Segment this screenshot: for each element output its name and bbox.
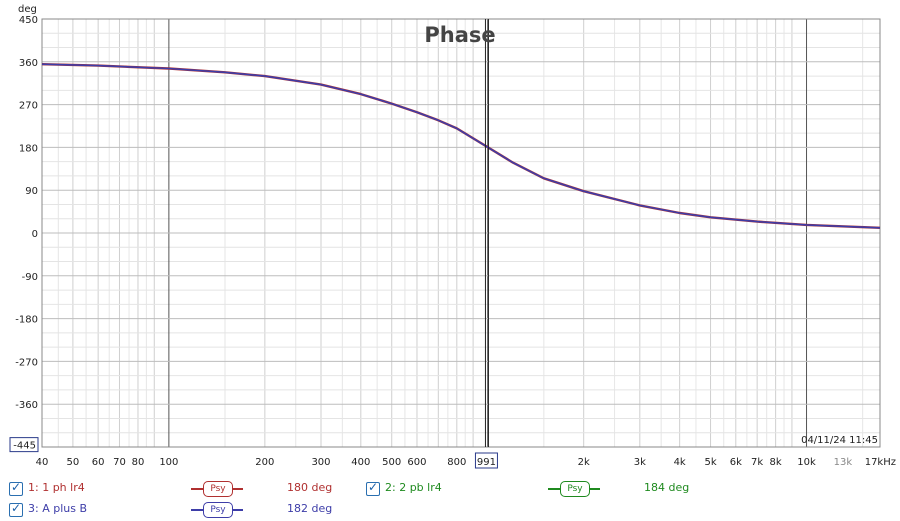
y-tick-label: -270 [15,357,38,368]
y-tick-label: -445 [13,441,36,452]
y-tick-label: 270 [19,101,38,112]
series-3-smoothing-button[interactable]: Psy [203,502,233,518]
series-2-checkbox[interactable] [366,480,380,496]
x-tick-label: 13k [834,457,853,468]
chart-title: Phase [424,23,495,47]
x-tick-label: 100 [159,457,178,468]
series-1-value: 180 deg [287,481,333,494]
major-grid [42,18,880,448]
series-line-1 [41,63,881,229]
x-tick-label: 40 [36,457,49,468]
x-tick-labels: 40 50 60 70 80 100 200 300 400 500 600 800 2k 3k 4k 5k 6… [36,457,896,468]
x-tick-label: 5k [704,457,716,468]
y-min-box[interactable] [9,437,39,453]
x-tick-label: 8k [770,457,782,468]
series-2-value: 184 deg [644,481,690,494]
x-tick-label: 2k [578,457,590,468]
cursor[interactable]: 991 [474,19,498,469]
x-tick-label: 17kHz [865,457,896,468]
series-2-smoothing-button[interactable]: Psy [560,481,590,497]
y-tick-label: -90 [22,272,38,283]
x-tick-label: 7k [751,457,763,468]
y-tick-label: 90 [25,186,38,197]
y-axis-unit: deg [18,4,37,15]
x-tick-label: 6k [730,457,742,468]
x-tick-label: 3k [634,457,646,468]
series-1-checkbox[interactable] [9,480,23,496]
series-2-label[interactable]: 2: 2 pb lr4 [385,481,442,494]
series-layer [41,63,881,229]
series-3-value: 182 deg [287,502,333,515]
x-tick-label: 60 [92,457,105,468]
cursor-value-label: 991 [477,457,496,468]
legend-item-3: 3: A plus B Psy 182 deg [0,501,450,521]
x-tick-label: 80 [132,457,145,468]
x-tick-label: 70 [113,457,126,468]
y-tick-label: -180 [15,315,38,326]
y-tick-labels: 450 360 270 180 90 0 -90 -180 -270 -360 -445 [9,15,39,453]
x-tick-label: 200 [255,457,274,468]
y-tick-label: 360 [19,58,38,69]
y-tick-label: 180 [19,143,38,154]
legend-item-2: 2: 2 pb lr4 Psy 184 deg [0,480,900,500]
y-tick-label: 450 [19,15,38,26]
x-tick-label: 50 [67,457,80,468]
y-tick-label: -360 [15,400,38,411]
x-tick-label: 600 [407,457,426,468]
cursor-value-box [474,452,498,469]
x-tick-label: 400 [351,457,370,468]
x-tick-label: 500 [382,457,401,468]
series-3-label[interactable]: 3: A plus B [28,502,88,515]
y-tick-label: 0 [32,229,38,240]
series-3-checkbox[interactable] [9,501,23,517]
x-tick-label: 4k [674,457,686,468]
x-tick-label: 800 [447,457,466,468]
x-tick-label: 300 [311,457,330,468]
series-1-label[interactable]: 1: 1 ph lr4 [28,481,85,494]
legend-item-1: 1: 1 ph lr4 Psy 180 deg [0,480,450,500]
timestamp: 04/11/24 11:45 [801,435,878,446]
x-tick-label: 10k [797,457,816,468]
plot-frame [41,18,881,448]
phase-chart: deg 450 360 270 180 90 0 -90 -180 -270 -360 -445 4… [9,4,896,469]
series-1-smoothing-button[interactable]: Psy [203,481,233,497]
legend: 1: 1 ph lr4 Psy 180 deg 2: 2 pb lr4 Psy … [0,476,900,520]
series-line-2 [41,63,881,229]
